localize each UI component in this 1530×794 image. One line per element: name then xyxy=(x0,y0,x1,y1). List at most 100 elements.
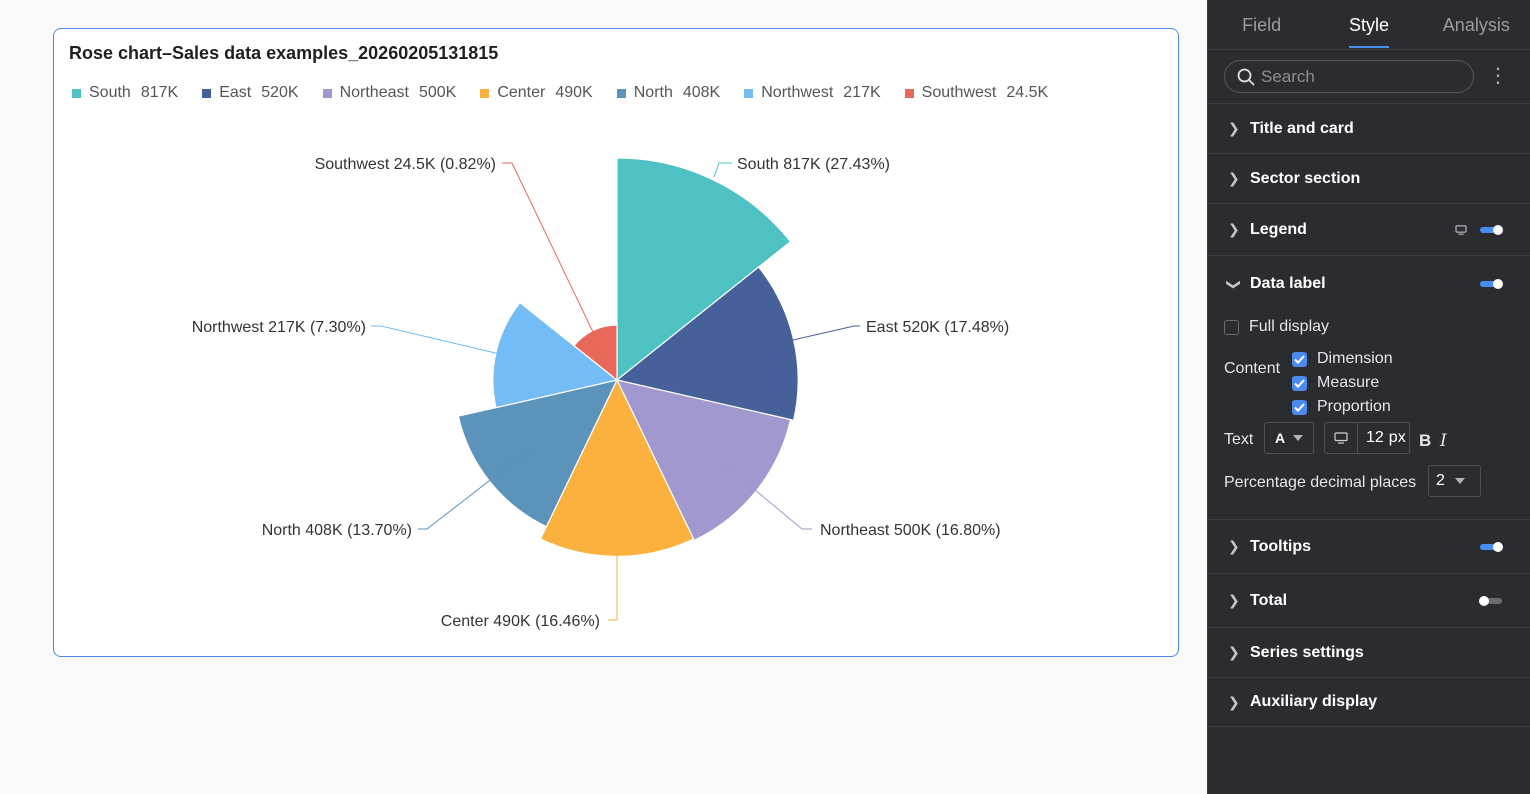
label-leader-line-north xyxy=(418,449,530,530)
monitor-icon xyxy=(1334,432,1348,444)
proportion-label: Proportion xyxy=(1317,398,1391,415)
bold-button[interactable]: B xyxy=(1419,431,1432,450)
data-label-northwest: Northwest 217K (7.30%) xyxy=(192,319,366,336)
legend-item-northwest[interactable]: Northwest 217K xyxy=(744,84,881,102)
legend-toggle[interactable] xyxy=(1480,224,1503,235)
data-label-east: East 520K (17.48%) xyxy=(866,319,1009,336)
decimal-places-value: 2 xyxy=(1436,472,1445,489)
text-color-select[interactable]: A xyxy=(1264,422,1314,454)
tab-style[interactable]: Style xyxy=(1315,0,1422,49)
legend-item-southwest[interactable]: Southwest 24.5K xyxy=(904,84,1049,102)
divider xyxy=(1357,423,1358,453)
section-data-label[interactable]: ❯ Data label xyxy=(1208,256,1530,312)
decimal-places-select[interactable]: 2 xyxy=(1428,465,1481,497)
section-auxiliary-display[interactable]: ❯ Auxiliary display xyxy=(1208,678,1530,727)
data-label-north: North 408K (13.70%) xyxy=(262,522,412,539)
chevron-right-icon: ❯ xyxy=(1228,644,1240,660)
chart-card[interactable]: Rose chart–Sales data examples_202602051… xyxy=(53,28,1179,657)
search-box[interactable] xyxy=(1224,60,1474,93)
section-title-and-card[interactable]: ❯ Title and card xyxy=(1208,104,1530,154)
legend-label: Northwest xyxy=(761,84,834,101)
toggle-knob xyxy=(1493,541,1503,552)
italic-button[interactable]: I xyxy=(1440,431,1447,451)
check-icon xyxy=(1294,354,1305,364)
label-leader-line-northeast xyxy=(724,464,812,530)
label-leader-line-center xyxy=(608,516,618,621)
monitor-icon[interactable] xyxy=(1454,224,1468,235)
legend-value: 24.5K xyxy=(1006,84,1049,101)
search-icon xyxy=(1237,68,1255,85)
legend-label: Southwest xyxy=(921,84,997,101)
legend-value: 408K xyxy=(682,84,721,101)
tooltips-toggle[interactable] xyxy=(1480,541,1503,552)
chevron-right-icon: ❯ xyxy=(1228,120,1240,136)
measure-checkbox[interactable] xyxy=(1292,375,1307,391)
data-label-southwest: Southwest 24.5K (0.82%) xyxy=(315,156,496,173)
toggle-knob xyxy=(1493,224,1503,235)
section-label: Data label xyxy=(1250,275,1326,292)
rose-chart: South 817K (27.43%) East 520K (17.48%) Nor… xyxy=(192,156,1010,630)
dimension-checkbox[interactable] xyxy=(1292,351,1307,367)
legend-label: South xyxy=(89,84,131,101)
style-panel: Field Style Analysis ⋮ ❯ Title and card … xyxy=(1207,0,1530,794)
section-label: Title and card xyxy=(1250,119,1354,137)
legend-item-north[interactable]: North 408K xyxy=(616,84,721,102)
toggle-knob xyxy=(1493,279,1503,289)
legend-swatch xyxy=(322,88,332,98)
section-total[interactable]: ❯ Total xyxy=(1208,574,1530,628)
more-options-icon[interactable]: ⋮ xyxy=(1488,65,1508,87)
label-leader-line-northwest xyxy=(371,325,577,373)
legend-value: 500K xyxy=(418,84,457,101)
data-label-body: Full display Content Dimension Measure P… xyxy=(1208,312,1530,520)
legend-label: Center xyxy=(497,84,546,101)
full-display-checkbox[interactable] xyxy=(1224,319,1239,335)
legend-swatch xyxy=(904,88,914,98)
chevron-right-icon: ❯ xyxy=(1228,693,1240,710)
content-label: Content xyxy=(1224,360,1281,377)
caret-down-icon xyxy=(1293,435,1304,441)
legend-item-center[interactable]: Center 490K xyxy=(480,84,593,102)
section-sector[interactable]: ❯ Sector section xyxy=(1208,154,1530,204)
full-display-option[interactable]: Full display xyxy=(1224,318,1329,336)
legend-swatch xyxy=(72,88,81,98)
font-size-value: 12 xyxy=(1366,429,1384,446)
chevron-right-icon: ❯ xyxy=(1228,538,1240,554)
section-label: Series settings xyxy=(1250,643,1364,661)
tab-field[interactable]: Field xyxy=(1242,15,1282,35)
rose-sector-south[interactable] xyxy=(616,157,792,382)
measure-label: Measure xyxy=(1317,374,1380,391)
data-label-northeast: Northeast 500K (16.80%) xyxy=(820,522,1001,539)
search-row: ⋮ xyxy=(1208,50,1530,104)
chevron-right-icon: ❯ xyxy=(1228,170,1240,186)
total-toggle[interactable] xyxy=(1479,595,1502,606)
rose-sector-northwest[interactable] xyxy=(492,301,619,409)
legend-value: 217K xyxy=(843,84,881,101)
search-input[interactable] xyxy=(1261,66,1451,87)
data-label-toggle[interactable] xyxy=(1480,279,1503,289)
section-label: Auxiliary display xyxy=(1250,693,1378,710)
dimension-option[interactable]: Dimension xyxy=(1292,350,1393,368)
measure-option[interactable]: Measure xyxy=(1292,374,1379,392)
legend-item-east[interactable]: East 520K xyxy=(202,84,299,102)
proportion-option[interactable]: Proportion xyxy=(1292,398,1391,416)
font-size-select[interactable]: 12 px xyxy=(1324,422,1410,454)
rose-sector-north[interactable] xyxy=(457,379,619,528)
section-label: Total xyxy=(1250,591,1288,609)
full-display-label: Full display xyxy=(1249,318,1330,335)
chevron-down-icon: ❯ xyxy=(1226,278,1243,290)
legend-swatch xyxy=(202,88,212,98)
decimal-places-label: Percentage decimal places xyxy=(1224,474,1417,491)
tab-analysis[interactable]: Analysis xyxy=(1442,15,1510,35)
legend-item-south[interactable]: South 817K xyxy=(72,84,178,102)
caret-down-icon xyxy=(1454,478,1465,484)
dimension-label: Dimension xyxy=(1317,350,1393,367)
legend-value: 817K xyxy=(140,84,179,101)
proportion-checkbox[interactable] xyxy=(1292,399,1307,415)
section-tooltips[interactable]: ❯ Tooltips xyxy=(1208,520,1530,574)
legend-item-northeast[interactable]: Northeast 500K xyxy=(322,84,457,102)
chart-legend: South 817K East 520K Northeast 500K Center 4… xyxy=(72,84,1072,102)
section-series-settings[interactable]: ❯ Series settings xyxy=(1208,628,1530,678)
section-legend[interactable]: ❯ Legend xyxy=(1208,204,1530,256)
text-label: Text xyxy=(1224,431,1254,448)
rose-sector-southwest[interactable] xyxy=(573,324,618,382)
